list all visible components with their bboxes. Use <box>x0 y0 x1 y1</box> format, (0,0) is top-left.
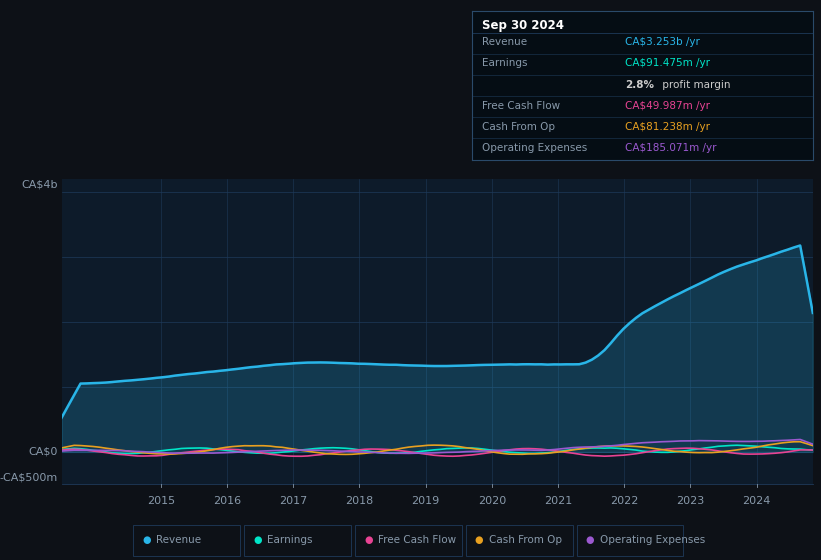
Text: CA$4b: CA$4b <box>21 179 57 189</box>
Text: Revenue: Revenue <box>157 535 201 545</box>
Text: Sep 30 2024: Sep 30 2024 <box>482 18 564 31</box>
Text: 2022: 2022 <box>610 496 639 506</box>
Text: -CA$500m: -CA$500m <box>0 473 57 483</box>
Text: CA$49.987m /yr: CA$49.987m /yr <box>626 101 710 111</box>
Text: 2020: 2020 <box>478 496 506 506</box>
Text: ●: ● <box>142 535 151 545</box>
Text: 2015: 2015 <box>147 496 175 506</box>
Text: ●: ● <box>475 535 484 545</box>
Text: Operating Expenses: Operating Expenses <box>600 535 705 545</box>
Text: CA$91.475m /yr: CA$91.475m /yr <box>626 58 710 68</box>
Text: 2018: 2018 <box>346 496 374 506</box>
Text: CA$185.071m /yr: CA$185.071m /yr <box>626 143 717 153</box>
Text: ●: ● <box>585 535 594 545</box>
Text: CA$0: CA$0 <box>28 447 57 457</box>
Text: CA$81.238m /yr: CA$81.238m /yr <box>626 122 710 132</box>
Text: 2023: 2023 <box>677 496 704 506</box>
Text: 2024: 2024 <box>742 496 771 506</box>
Text: Cash From Op: Cash From Op <box>482 122 555 132</box>
Text: profit margin: profit margin <box>659 80 731 90</box>
Text: Free Cash Flow: Free Cash Flow <box>378 535 456 545</box>
Text: ●: ● <box>253 535 262 545</box>
Text: ●: ● <box>364 535 373 545</box>
Text: Operating Expenses: Operating Expenses <box>482 143 588 153</box>
Text: Cash From Op: Cash From Op <box>489 535 562 545</box>
Text: 2016: 2016 <box>213 496 241 506</box>
Text: Earnings: Earnings <box>482 58 528 68</box>
Text: 2017: 2017 <box>279 496 307 506</box>
Text: 2.8%: 2.8% <box>626 80 654 90</box>
Text: Free Cash Flow: Free Cash Flow <box>482 101 561 111</box>
Text: 2019: 2019 <box>411 496 440 506</box>
Text: CA$3.253b /yr: CA$3.253b /yr <box>626 37 700 47</box>
Text: Earnings: Earnings <box>268 535 313 545</box>
Text: Revenue: Revenue <box>482 37 527 47</box>
Text: 2021: 2021 <box>544 496 572 506</box>
